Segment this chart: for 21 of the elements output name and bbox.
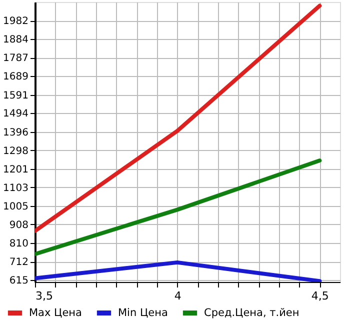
y-tick-label: 1201 [3,164,28,176]
y-tick-label: 1396 [3,127,28,138]
y-tick-label: 712 [9,257,28,268]
x-tick-label: 4 [174,290,182,302]
y-tick-label: 1689 [3,72,28,83]
y-tick-label: 1884 [3,34,28,46]
y-tick-label: 1787 [3,53,28,64]
y-tick-label: 1005 [3,202,28,213]
x-tick-label: 3,5 [36,290,53,302]
legend-label: Max Цена [29,307,82,319]
y-tick-label: 1298 [3,146,28,157]
y-tick-label: 1494 [3,108,28,120]
legend-label: Min Цена [118,307,168,319]
y-tick-label: 810 [9,238,28,250]
y-tick-label: 1103 [3,182,28,194]
y-tick-label: 908 [9,220,28,231]
x-tick-label: 4,5 [311,290,329,302]
y-tick-label: 615 [9,276,28,287]
y-tick-label: 1591 [3,90,28,102]
y-tick-label: 1982 [3,16,28,28]
legend-label: Сред.Цена, т.йен [204,307,300,319]
